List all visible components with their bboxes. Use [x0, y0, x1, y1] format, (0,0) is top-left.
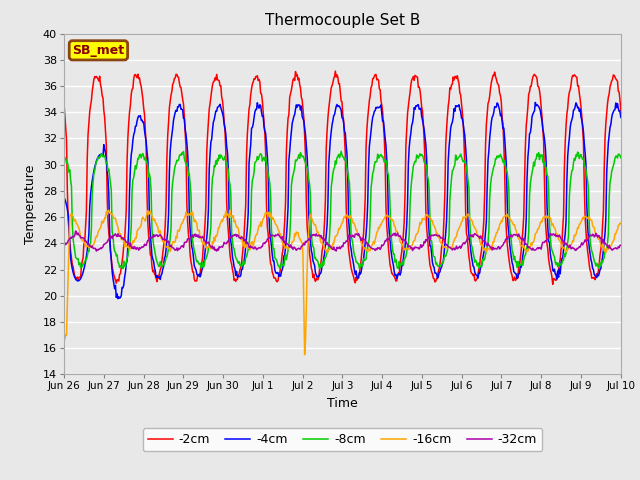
-16cm [209, 240, 217, 246]
-4cm [209, 119, 217, 125]
-2cm [60, 100, 68, 106]
-32cm [60, 242, 68, 248]
-32cm [244, 240, 252, 245]
-16cm [243, 243, 250, 249]
-2cm [76, 275, 84, 280]
-4cm [114, 296, 122, 301]
-8cm [337, 148, 345, 154]
-2cm [209, 82, 216, 88]
-8cm [209, 174, 216, 180]
-2cm [549, 281, 557, 287]
-8cm [316, 266, 323, 272]
-32cm [152, 233, 159, 239]
-2cm [150, 271, 158, 277]
-32cm [209, 246, 217, 252]
Y-axis label: Temperature: Temperature [24, 164, 37, 244]
Title: Thermocouple Set B: Thermocouple Set B [265, 13, 420, 28]
Line: -4cm: -4cm [64, 102, 621, 299]
-32cm [617, 242, 625, 248]
-4cm [531, 99, 539, 105]
-4cm [60, 194, 68, 200]
-2cm [566, 87, 574, 93]
-32cm [72, 228, 79, 234]
-16cm [60, 336, 68, 342]
-16cm [531, 235, 538, 241]
-8cm [76, 260, 84, 265]
-4cm [566, 125, 574, 131]
-4cm [76, 277, 84, 283]
-32cm [213, 248, 221, 254]
-16cm [105, 207, 113, 213]
-16cm [76, 229, 84, 235]
-8cm [566, 182, 574, 188]
Line: -16cm: -16cm [64, 210, 621, 355]
Line: -8cm: -8cm [64, 151, 621, 269]
-8cm [242, 254, 250, 260]
-2cm [332, 68, 339, 74]
-16cm [301, 352, 308, 358]
-8cm [617, 155, 625, 161]
-16cm [617, 221, 625, 227]
-8cm [150, 246, 158, 252]
-4cm [152, 268, 159, 274]
-4cm [243, 233, 250, 239]
-8cm [531, 163, 538, 169]
-16cm [566, 243, 574, 249]
Line: -32cm: -32cm [64, 231, 621, 251]
-2cm [617, 108, 625, 113]
-32cm [77, 235, 84, 241]
X-axis label: Time: Time [327, 397, 358, 410]
-4cm [530, 109, 538, 115]
Text: SB_met: SB_met [72, 44, 124, 57]
Legend: -2cm, -4cm, -8cm, -16cm, -32cm: -2cm, -4cm, -8cm, -16cm, -32cm [143, 428, 542, 451]
-2cm [242, 202, 250, 207]
-4cm [617, 114, 625, 120]
-32cm [566, 242, 574, 248]
-32cm [531, 247, 538, 253]
-2cm [530, 72, 538, 78]
Line: -2cm: -2cm [64, 71, 621, 284]
-16cm [152, 219, 159, 225]
-8cm [60, 153, 68, 158]
